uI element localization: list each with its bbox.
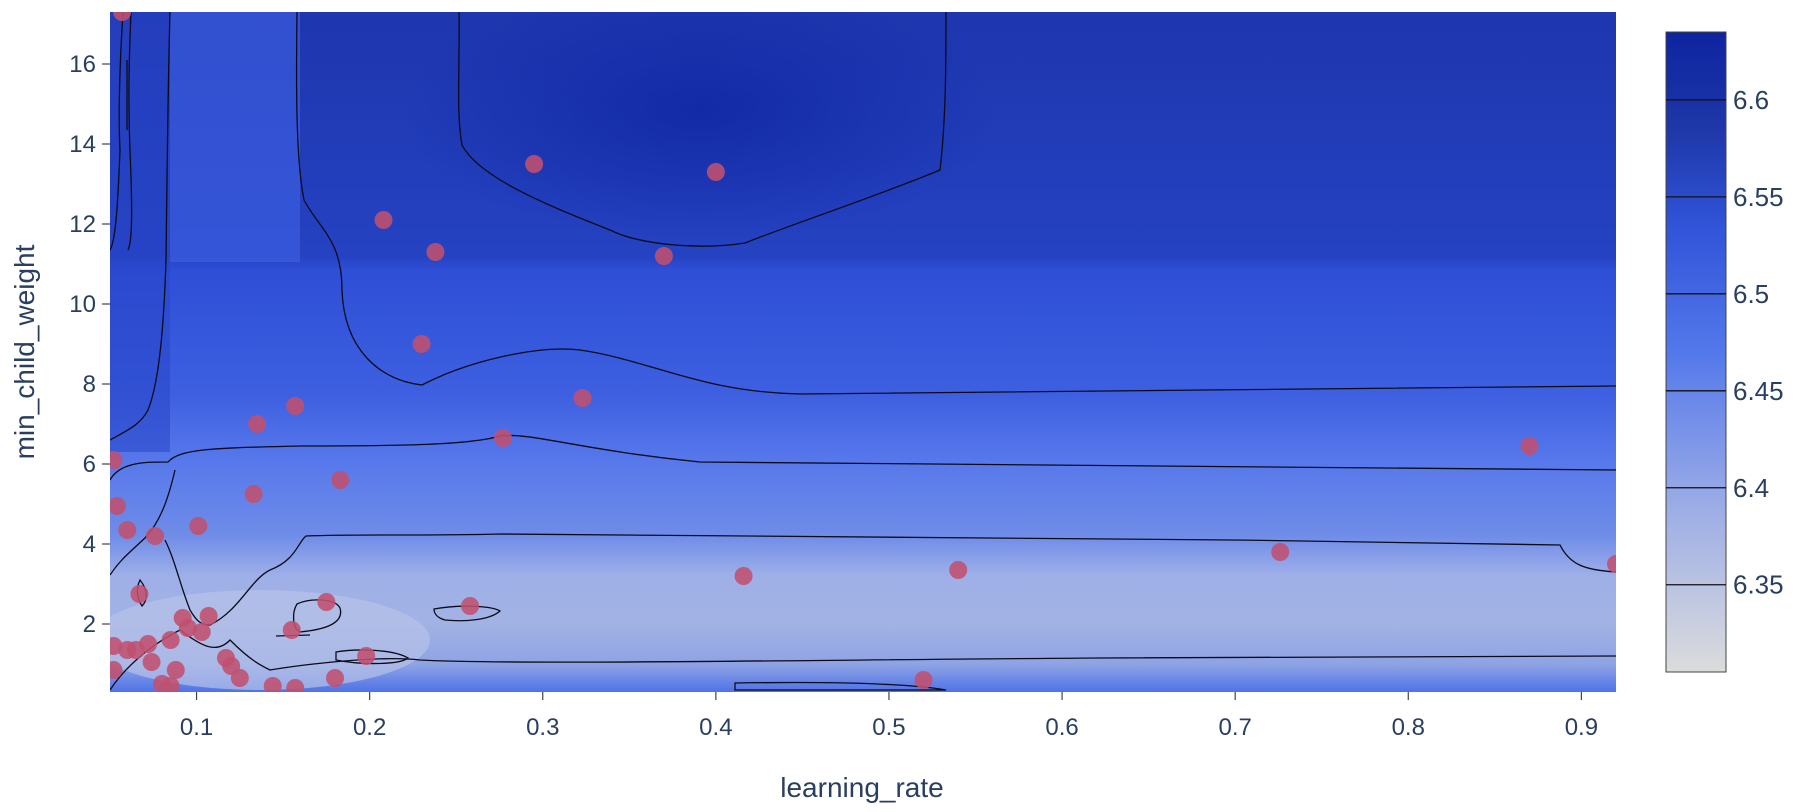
data-point-marker [326, 669, 345, 687]
data-point-marker [192, 623, 211, 641]
data-point-marker [412, 335, 431, 353]
data-point-marker [230, 669, 249, 687]
colorbar-tick-label: 6.6 [1733, 85, 1769, 115]
y-tick-label: 10 [69, 291, 96, 318]
y-tick-label: 12 [69, 211, 96, 238]
colorbar-tick-label: 6.55 [1733, 182, 1784, 212]
y-tick-label: 14 [69, 131, 96, 158]
x-axis-title: learning_rate [780, 772, 943, 803]
colorbar-tick-label: 6.35 [1733, 570, 1784, 600]
y-axis-title: min_child_weight [9, 244, 40, 459]
colorbar-gradient [1665, 31, 1727, 673]
x-tick-label: 0.9 [1565, 714, 1598, 741]
data-point-marker [110, 451, 123, 469]
x-tick-label: 0.6 [1045, 714, 1078, 741]
data-point-marker [161, 631, 180, 649]
heatmap-upper-left-light [170, 12, 300, 262]
heatmap-left-band [110, 12, 170, 452]
x-tick-label: 0.1 [180, 714, 213, 741]
data-point-marker [734, 567, 753, 585]
data-point-marker [286, 679, 305, 692]
data-point-marker [493, 429, 512, 447]
y-tick-label: 2 [83, 611, 96, 638]
contour-line [457, 12, 947, 247]
plot-area [110, 12, 1616, 692]
data-point-marker [525, 155, 544, 173]
data-point-marker [573, 389, 592, 407]
data-point-marker [286, 397, 305, 415]
y-tick-label: 6 [83, 451, 96, 478]
data-point-marker [357, 647, 376, 665]
data-point-marker [126, 641, 145, 659]
colorbar-tick-label: 6.45 [1733, 376, 1784, 406]
data-point-marker [374, 211, 393, 229]
data-point-marker [461, 597, 480, 615]
data-point-marker [1607, 555, 1616, 573]
data-point-marker [113, 12, 132, 21]
data-point-marker [161, 677, 180, 692]
data-point-marker [263, 677, 282, 692]
data-point-marker [110, 497, 126, 515]
contour-line [295, 12, 1616, 395]
y-axis: 2 4 6 8 10 12 14 16 [69, 51, 110, 638]
heatmap-peak-region [400, 12, 1000, 240]
data-markers [110, 12, 1616, 692]
data-point-marker [1520, 437, 1539, 455]
data-point-marker [178, 619, 197, 637]
contour-line [110, 12, 171, 441]
data-point-marker [244, 485, 263, 503]
data-point-marker [331, 471, 350, 489]
y-tick-label: 8 [83, 371, 96, 398]
data-point-marker [142, 653, 161, 671]
x-tick-label: 0.5 [872, 714, 905, 741]
contour-line [110, 629, 1616, 691]
data-point-marker [282, 621, 301, 639]
data-point-marker [317, 593, 336, 611]
data-point-marker [654, 247, 673, 265]
colorbar-tick-label: 6.5 [1733, 279, 1769, 309]
data-point-marker [1271, 543, 1290, 561]
data-point-marker [110, 661, 123, 679]
x-tick-label: 0.8 [1392, 714, 1425, 741]
data-point-marker [248, 415, 267, 433]
colorbar: 6.35 6.4 6.45 6.5 6.55 6.6 [1665, 31, 1784, 673]
colorbar-tick-label: 6.4 [1733, 473, 1769, 503]
data-point-marker [914, 671, 933, 689]
x-axis: 0.1 0.2 0.3 0.4 0.5 0.6 0.7 0.8 0.9 [180, 692, 1598, 741]
y-tick-label: 16 [69, 51, 96, 78]
contour-line [110, 434, 1616, 481]
colorbar-ticks: 6.35 6.4 6.45 6.5 6.55 6.6 [1666, 85, 1784, 600]
data-point-marker [118, 521, 137, 539]
data-point-marker [166, 661, 185, 679]
data-point-marker [199, 607, 218, 625]
contour-line [110, 12, 124, 251]
data-point-marker [949, 561, 968, 579]
contour-line [127, 12, 133, 251]
x-tick-label: 0.7 [1218, 714, 1251, 741]
x-tick-label: 0.4 [699, 714, 732, 741]
data-point-marker [706, 163, 725, 181]
y-tick-label: 4 [83, 531, 96, 558]
contour-lines [110, 12, 1616, 691]
x-tick-label: 0.2 [353, 714, 386, 741]
data-point-marker [426, 243, 445, 261]
data-point-marker [146, 527, 165, 545]
contour-line [110, 469, 176, 576]
contour-line [734, 681, 947, 691]
data-point-marker [189, 517, 208, 535]
data-point-marker [130, 585, 149, 603]
x-tick-label: 0.3 [526, 714, 559, 741]
